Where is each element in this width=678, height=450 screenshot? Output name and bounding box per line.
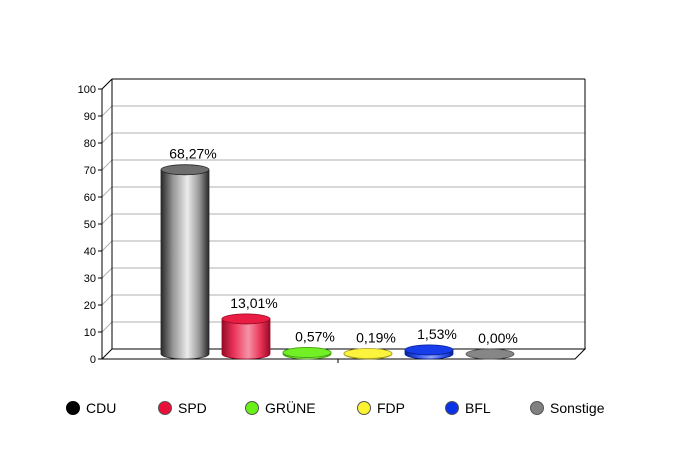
- legend-marker: [445, 401, 459, 415]
- y-tick-label: 50: [84, 219, 96, 231]
- bar-top: [465, 348, 515, 360]
- legend-marker: [66, 401, 80, 415]
- legend-marker: [357, 401, 371, 415]
- bar-bfl: [404, 344, 454, 360]
- grid-slant: [101, 213, 113, 225]
- bar-top: [221, 313, 271, 325]
- legend: CDU SPD GRÜNE FDP BFL Sonstige: [0, 400, 678, 422]
- bars: [160, 164, 515, 360]
- legend-item: BFL: [445, 400, 491, 416]
- y-tick-label: 90: [84, 111, 96, 123]
- bar-grüne: [282, 347, 332, 360]
- bar-top: [404, 344, 454, 356]
- legend-label: BFL: [465, 400, 491, 416]
- plot-background: [102, 79, 585, 359]
- y-tick-label: 100: [78, 84, 96, 96]
- y-tick-label: 70: [84, 165, 96, 177]
- legend-label: CDU: [86, 400, 117, 416]
- legend-item: SPD: [158, 400, 207, 416]
- legend-item: FDP: [357, 400, 405, 416]
- y-tick-label: 10: [84, 327, 96, 339]
- y-axis-top: [101, 78, 113, 90]
- grid-slant: [101, 159, 113, 171]
- y-tick-label: 30: [84, 273, 96, 285]
- y-tick-label: 40: [84, 246, 96, 258]
- grid-slant: [101, 267, 113, 279]
- data-label: 1,53%: [417, 326, 457, 342]
- y-tick-label: 80: [84, 138, 96, 150]
- data-label: 68,27%: [169, 146, 216, 162]
- bar-cdu: [160, 164, 210, 360]
- legend-item: CDU: [66, 400, 116, 416]
- legend-item: Sonstige: [530, 400, 604, 416]
- bar-chart: 0 10 20 30 40 50 60 70 80 90 100 68,27% 13,01% 0,57%…: [78, 78, 587, 366]
- legend-item: GRÜNE: [245, 400, 316, 416]
- legend-marker: [245, 401, 259, 415]
- grid-slant: [101, 240, 113, 252]
- legend-marker: [158, 401, 172, 415]
- data-label: 0,57%: [295, 328, 335, 344]
- grid-slant: [101, 186, 113, 198]
- data-label: 0,19%: [356, 329, 396, 345]
- bar-top: [282, 347, 332, 358]
- y-tick-label: 60: [84, 192, 96, 204]
- data-label: 13,01%: [230, 295, 277, 311]
- y-tick-label: 20: [84, 300, 96, 312]
- bar-top: [343, 348, 393, 359]
- legend-label: Sonstige: [550, 400, 605, 416]
- bar-fdp: [343, 348, 393, 360]
- bar-body: [221, 318, 271, 360]
- y-tick-label: 0: [90, 354, 96, 366]
- legend-label: GRÜNE: [265, 400, 316, 416]
- grid-slant: [101, 294, 113, 306]
- grid-slant: [101, 321, 113, 333]
- data-label: 0,00%: [478, 330, 518, 346]
- axes: 0 10 20 30 40 50 60 70 80 90 100: [78, 78, 587, 366]
- grid-slant: [101, 132, 113, 144]
- bar-top: [160, 164, 210, 176]
- grid-slant: [101, 105, 113, 117]
- bar-sonstige: [465, 348, 515, 360]
- legend-marker: [530, 401, 544, 415]
- data-labels: 68,27% 13,01% 0,57% 0,19% 1,53% 0,00%: [169, 146, 518, 346]
- bar-spd: [221, 313, 271, 360]
- bar-body: [160, 169, 210, 360]
- legend-label: SPD: [178, 400, 207, 416]
- legend-label: FDP: [377, 400, 405, 416]
